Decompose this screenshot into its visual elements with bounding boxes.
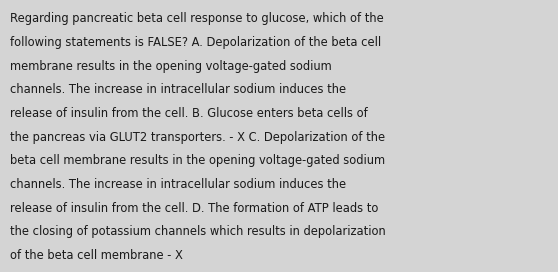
Text: release of insulin from the cell. B. Glucose enters beta cells of: release of insulin from the cell. B. Glu… (10, 107, 368, 120)
Text: channels. The increase in intracellular sodium induces the: channels. The increase in intracellular … (10, 178, 346, 191)
Text: the pancreas via GLUT2 transporters. - X C. Depolarization of the: the pancreas via GLUT2 transporters. - X… (10, 131, 385, 144)
Text: of the beta cell membrane - X: of the beta cell membrane - X (10, 249, 183, 262)
Text: membrane results in the opening voltage-gated sodium: membrane results in the opening voltage-… (10, 60, 332, 73)
Text: beta cell membrane results in the opening voltage-gated sodium: beta cell membrane results in the openin… (10, 154, 385, 167)
Text: following statements is FALSE? A. Depolarization of the beta cell: following statements is FALSE? A. Depola… (10, 36, 381, 49)
Text: Regarding pancreatic beta cell response to glucose, which of the: Regarding pancreatic beta cell response … (10, 12, 384, 25)
Text: release of insulin from the cell. D. The formation of ATP leads to: release of insulin from the cell. D. The… (10, 202, 378, 215)
Text: channels. The increase in intracellular sodium induces the: channels. The increase in intracellular … (10, 83, 346, 96)
Text: the closing of potassium channels which results in depolarization: the closing of potassium channels which … (10, 225, 386, 238)
